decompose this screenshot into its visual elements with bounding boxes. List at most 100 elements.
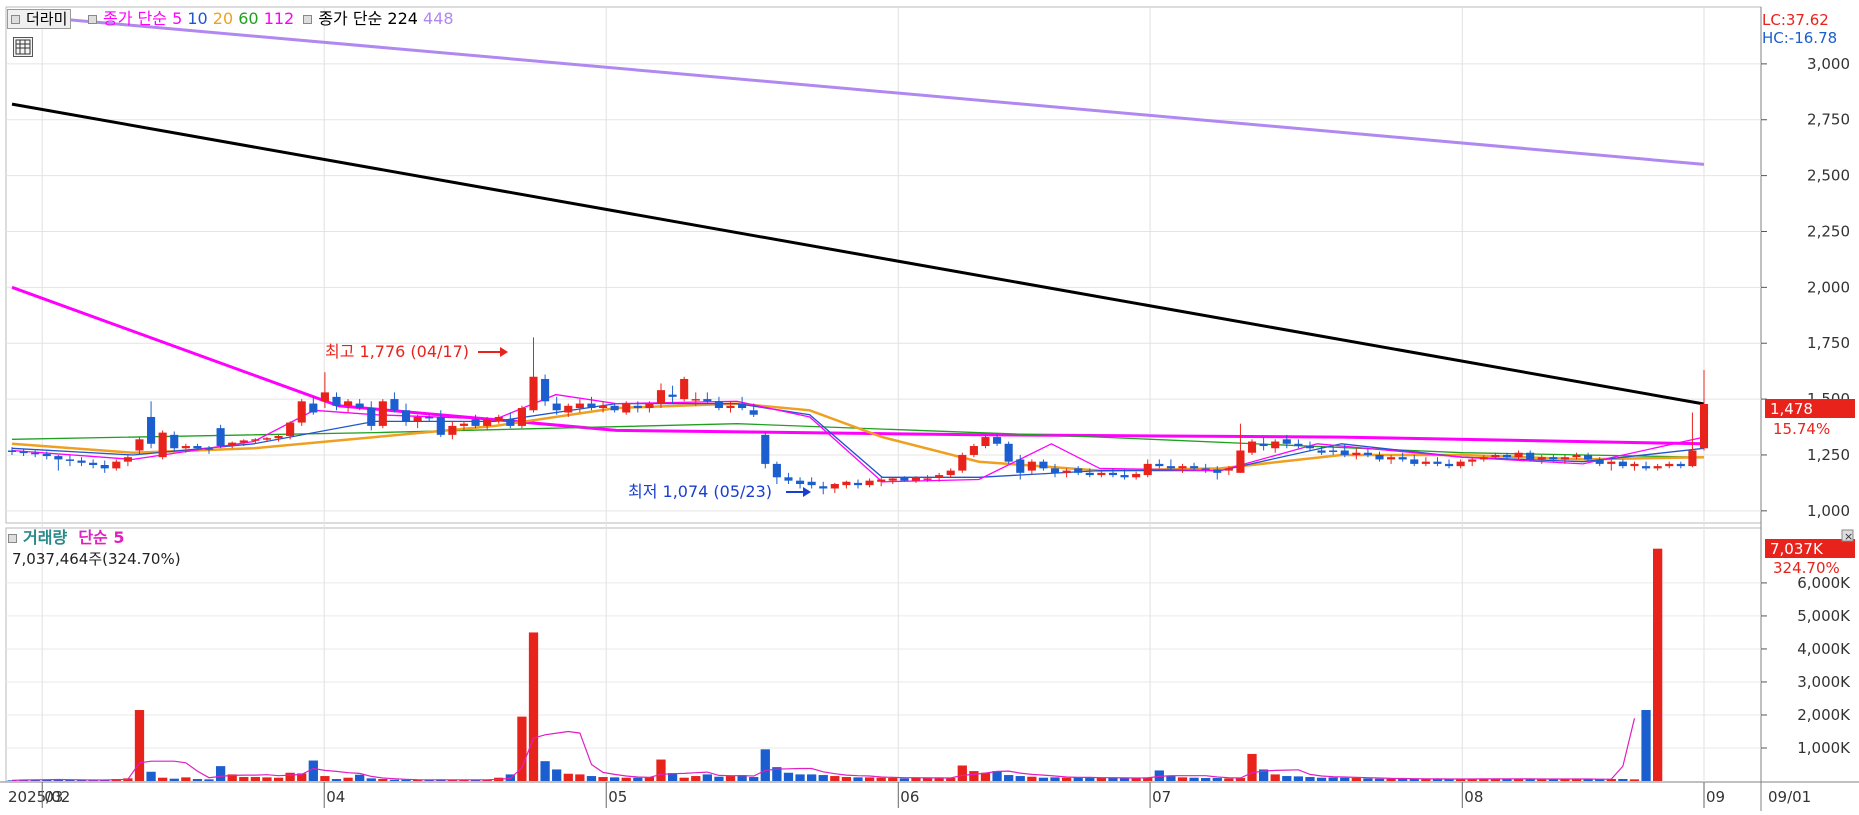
x-axis-label: 05 — [608, 788, 627, 806]
candle-body — [541, 378, 550, 402]
candle-body — [1085, 472, 1094, 476]
volume-bar — [818, 775, 828, 781]
low-annotation: 최저 1,074 (05/23) — [628, 482, 811, 501]
chart-menu-button[interactable]: 더라미 — [7, 9, 72, 29]
candle-body — [645, 403, 654, 409]
candle-body — [726, 405, 735, 409]
volume-bar — [980, 772, 991, 781]
volume-readout: 7,037,464주(324.70%) — [12, 550, 181, 568]
volume-tick-label: 6,000K — [1797, 574, 1851, 592]
volume-bar — [830, 776, 840, 781]
candle-body — [193, 446, 202, 449]
volume-bar — [1455, 779, 1466, 781]
candle-body — [575, 403, 584, 409]
volume-bar — [181, 777, 191, 781]
candle-body — [772, 463, 781, 478]
candle-body — [1213, 469, 1222, 473]
x-axis-label: 07 — [1152, 788, 1171, 806]
candle-body — [448, 425, 457, 435]
volume-bar — [1119, 778, 1130, 781]
volume-bar — [1513, 778, 1524, 781]
ma-period-list: 5 10 20 60 112 — [172, 9, 294, 28]
volume-bar — [795, 774, 805, 781]
volume-bar — [424, 780, 434, 781]
volume-bar — [946, 778, 956, 781]
volume-bar — [1247, 753, 1257, 781]
candle-body — [286, 422, 295, 436]
candle-body — [981, 437, 990, 447]
volume-bar — [297, 773, 307, 781]
x-axis-label: 04 — [326, 788, 345, 806]
volume-bar — [1073, 777, 1083, 781]
volume-bar — [343, 777, 353, 781]
candle-body — [181, 446, 190, 449]
table-toggle-button[interactable] — [13, 37, 33, 57]
current-change-value: 15.74% — [1773, 420, 1830, 438]
volume-bar — [737, 775, 747, 781]
volume-bar — [1618, 779, 1628, 781]
candle-body — [969, 446, 978, 455]
volume-tick-label: 2,000K — [1797, 706, 1851, 724]
candle-body — [1294, 443, 1303, 447]
x-axis-label: 09/01 — [1768, 788, 1811, 806]
candle-body — [262, 438, 272, 440]
volume-bar — [1096, 778, 1107, 781]
volume-bar — [158, 777, 168, 781]
volume-bar — [273, 777, 284, 781]
candle-body — [1224, 468, 1233, 471]
volume-bar — [1374, 778, 1385, 781]
x-axis-label: 09 — [1706, 788, 1725, 806]
candle-body — [494, 416, 503, 422]
candle-body — [216, 428, 225, 447]
candle-body — [1039, 461, 1048, 469]
volume-bar — [1131, 778, 1141, 781]
volume-bar — [644, 777, 655, 781]
volume-bar — [192, 779, 203, 781]
volume-bar — [1525, 779, 1535, 781]
volume-bar — [1328, 777, 1338, 781]
volume-legend: 거래량 단순 5 — [8, 528, 124, 548]
volume-bar — [262, 777, 272, 781]
volume-bar — [285, 772, 295, 781]
candle-body — [1120, 475, 1129, 478]
candle-body — [1560, 457, 1569, 460]
candle-body — [1201, 468, 1210, 470]
candle-body — [158, 432, 167, 458]
volume-bar — [355, 774, 365, 781]
candle-body — [1132, 473, 1141, 478]
legend-square-icon-2 — [303, 15, 313, 24]
candle-body — [1074, 468, 1083, 473]
volume-bar — [1270, 774, 1280, 781]
candle-body — [1016, 459, 1025, 473]
ma-line-448 — [11, 13, 1705, 166]
candle-body — [1271, 441, 1280, 449]
candle-body — [100, 465, 109, 469]
volume-bar — [1606, 779, 1616, 781]
candle-body — [1641, 466, 1651, 469]
candle-body — [749, 410, 758, 415]
volume-close-button[interactable] — [1841, 529, 1854, 542]
volume-bar — [389, 779, 400, 781]
volume-bar — [1386, 778, 1396, 781]
candle-body — [506, 419, 515, 426]
candle-body — [865, 480, 874, 486]
volume-bar — [134, 710, 145, 781]
candle-body — [135, 439, 144, 451]
ma-period-20: 20 — [207, 9, 234, 28]
volume-legend-square-icon — [8, 534, 17, 543]
candle-body — [471, 419, 480, 426]
candle-body — [425, 416, 434, 419]
low-arrow-head — [803, 487, 811, 497]
x-axis-label: 2025/02 — [8, 788, 70, 806]
volume-bar — [1537, 779, 1547, 781]
candle-body — [1050, 468, 1060, 473]
volume-bar — [922, 778, 933, 781]
volume-bar — [1583, 779, 1593, 781]
ma-line-60 — [11, 423, 1705, 458]
current-price-marker: 1,478 15.74% — [1765, 399, 1855, 438]
candle-body — [344, 401, 353, 406]
volume-tick-label: 1,000K — [1797, 739, 1851, 757]
current-volume-marker: 7,037K 324.70% — [1765, 539, 1855, 577]
candle-body — [1340, 450, 1349, 455]
